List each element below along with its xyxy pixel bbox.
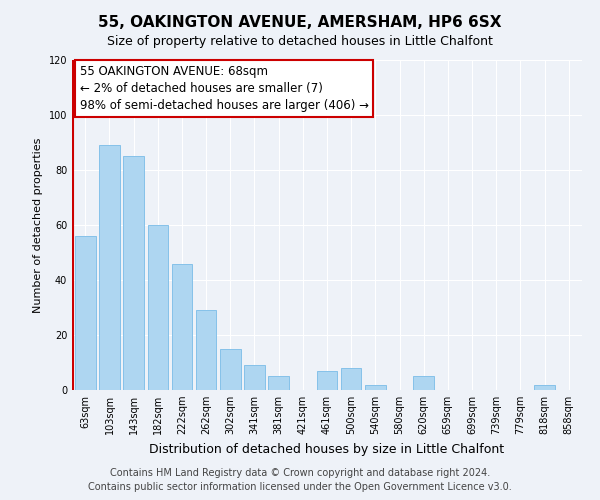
- Bar: [317, 371, 337, 390]
- Text: Size of property relative to detached houses in Little Chalfont: Size of property relative to detached ho…: [107, 35, 493, 48]
- Bar: [148, 225, 168, 390]
- Bar: [341, 368, 361, 390]
- X-axis label: Distribution of detached houses by size in Little Chalfont: Distribution of detached houses by size …: [149, 442, 505, 456]
- Text: 55 OAKINGTON AVENUE: 68sqm
← 2% of detached houses are smaller (7)
98% of semi-d: 55 OAKINGTON AVENUE: 68sqm ← 2% of detac…: [80, 65, 368, 112]
- Bar: [124, 156, 144, 390]
- Text: 55, OAKINGTON AVENUE, AMERSHAM, HP6 6SX: 55, OAKINGTON AVENUE, AMERSHAM, HP6 6SX: [98, 15, 502, 30]
- Bar: [75, 236, 95, 390]
- Bar: [196, 310, 217, 390]
- Bar: [413, 376, 434, 390]
- Bar: [99, 145, 120, 390]
- Bar: [268, 376, 289, 390]
- Bar: [534, 384, 555, 390]
- Y-axis label: Number of detached properties: Number of detached properties: [33, 138, 43, 312]
- Bar: [220, 349, 241, 390]
- Bar: [365, 384, 386, 390]
- Bar: [172, 264, 192, 390]
- Bar: [244, 365, 265, 390]
- Text: Contains HM Land Registry data © Crown copyright and database right 2024.
Contai: Contains HM Land Registry data © Crown c…: [88, 468, 512, 492]
